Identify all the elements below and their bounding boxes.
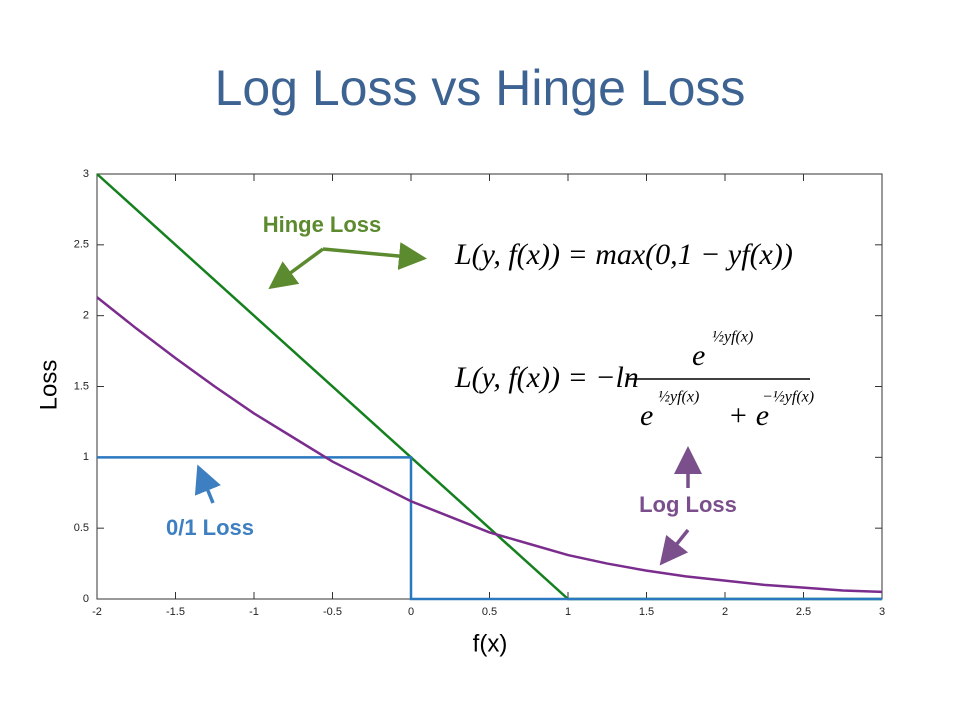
x-tick-label: -1.5 xyxy=(166,606,185,618)
x-tick-label: -2 xyxy=(92,606,102,618)
y-tick-label: 0 xyxy=(83,593,89,605)
line-series xyxy=(96,296,883,594)
y-tick-label: 2.5 xyxy=(74,239,89,251)
x-tick-label: 0.5 xyxy=(482,606,497,618)
annotation: Log Loss xyxy=(639,492,737,517)
annotation: 0/1 Loss xyxy=(166,515,254,540)
x-tick-label: 3 xyxy=(879,606,885,618)
y-tick-label: 1 xyxy=(83,451,89,463)
x-tick-label: 0 xyxy=(408,606,414,618)
y-tick-label: 0.5 xyxy=(74,522,89,534)
annotation: Hinge Loss xyxy=(263,212,382,237)
x-tick-label: -1 xyxy=(249,606,259,618)
y-tick-label: 2 xyxy=(83,310,89,322)
log-formula-den2-exp: −½yf(x) xyxy=(762,389,814,406)
arrow xyxy=(322,242,427,271)
slide-title: Log Loss vs Hinge Loss xyxy=(215,60,746,116)
log-formula-numerator-exp: ½yf(x) xyxy=(712,329,753,346)
y-tick-label: 1.5 xyxy=(74,380,89,392)
x-tick-label: 2 xyxy=(722,606,728,618)
hinge-formula: L(y, f(x)) = max(0,1 − yf(x)) xyxy=(454,238,793,271)
arrow xyxy=(194,464,221,504)
arrows xyxy=(194,242,702,566)
x-tick-label: 2.5 xyxy=(796,606,811,618)
x-tick-label: 1.5 xyxy=(639,606,654,618)
y-tick-label: 3 xyxy=(83,168,89,180)
arrow xyxy=(268,247,325,290)
line-series xyxy=(97,456,882,601)
plot-area: -2 -1.5 -1 -0.5 0 0.5 1 1.5 2 2.5 3 0 0.5 1 1.5 2 2.5 3 xyxy=(74,168,885,618)
x-tick-label: -0.5 xyxy=(323,606,342,618)
log-formula-numerator: e xyxy=(692,339,705,372)
x-axis-label: f(x) xyxy=(473,630,508,657)
log-formula-den2: + e xyxy=(728,399,769,432)
x-tick-label: 1 xyxy=(565,606,571,618)
log-formula-lhs: L(y, f(x)) = −ln xyxy=(454,361,639,394)
arrow xyxy=(659,528,690,566)
y-axis-label: Loss xyxy=(35,360,62,411)
log-formula-den1-exp: ½yf(x) xyxy=(658,389,699,406)
log-formula-den1: e xyxy=(640,399,653,432)
